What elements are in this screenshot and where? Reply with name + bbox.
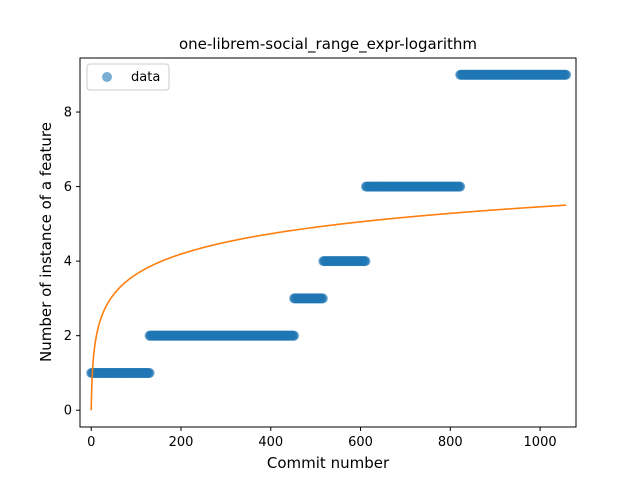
chart-title: one-librem-social_range_expr-logarithm xyxy=(179,35,477,54)
plot-frame xyxy=(79,57,577,428)
data-point xyxy=(144,367,155,378)
data-point xyxy=(455,181,466,192)
x-tick-label: 1000 xyxy=(524,435,557,450)
y-axis-label: Number of instance of a feature xyxy=(37,122,55,362)
y-tick-label: 0 xyxy=(64,404,72,419)
legend-label-data: data xyxy=(131,70,160,85)
x-tick-label: 600 xyxy=(348,435,373,450)
data-point xyxy=(561,69,572,80)
y-tick-label: 2 xyxy=(64,329,72,344)
x-tick-label: 800 xyxy=(438,435,463,450)
x-tick-label: 200 xyxy=(169,435,194,450)
fit-series xyxy=(90,204,567,411)
y-axis-ticks: 0 2 4 6 8 xyxy=(64,106,80,419)
fit-line xyxy=(90,204,567,411)
x-tick-label: 0 xyxy=(87,435,95,450)
y-tick-label: 6 xyxy=(64,180,72,195)
data-point xyxy=(317,293,328,304)
y-tick-label: 8 xyxy=(64,106,72,121)
data-point xyxy=(289,330,300,341)
legend: data xyxy=(86,63,170,91)
legend-box xyxy=(86,63,170,91)
y-tick-label: 4 xyxy=(64,255,72,270)
data-series xyxy=(86,69,572,378)
x-axis-label: Commit number xyxy=(267,454,390,472)
plot-area xyxy=(79,57,577,428)
x-axis-ticks: 0 200 400 600 800 1000 xyxy=(87,427,557,450)
legend-marker-data xyxy=(102,72,112,82)
x-tick-label: 400 xyxy=(258,435,283,450)
data-point xyxy=(360,256,371,267)
